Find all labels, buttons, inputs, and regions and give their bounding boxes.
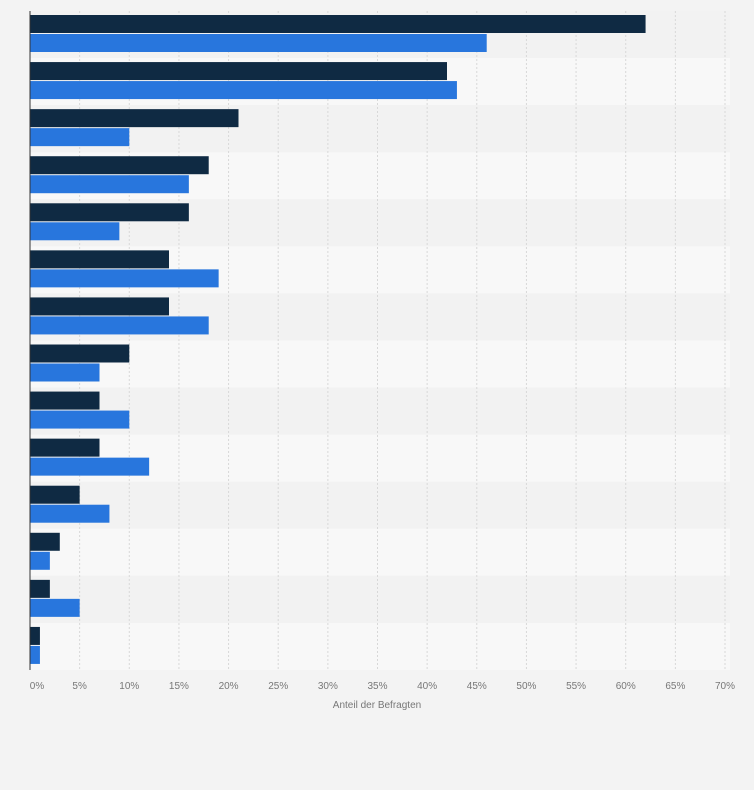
bar-series2-3[interactable] [30, 175, 189, 194]
x-tick-label: 60% [616, 681, 636, 692]
x-tick-label: 35% [367, 681, 387, 692]
row-band [30, 481, 730, 529]
bar-series1-4[interactable] [30, 203, 189, 222]
bar-series1-11[interactable] [30, 532, 60, 551]
bar-series2-6[interactable] [30, 316, 209, 335]
x-tick-label: 10% [119, 681, 139, 692]
bar-series1-9[interactable] [30, 438, 100, 457]
x-axis-label: Anteil der Befragten [333, 700, 421, 711]
bar-series1-5[interactable] [30, 250, 169, 269]
x-tick-label: 20% [219, 681, 239, 692]
bar-series1-2[interactable] [30, 109, 239, 128]
x-tick-label: 15% [169, 681, 189, 692]
bar-series1-10[interactable] [30, 485, 80, 504]
x-tick-label: 0% [30, 681, 45, 692]
bar-series1-13[interactable] [30, 626, 40, 645]
bar-series1-0[interactable] [30, 15, 646, 33]
bar-series2-9[interactable] [30, 457, 150, 476]
bar-series2-5[interactable] [30, 269, 219, 288]
row-band [30, 387, 730, 435]
row-band [30, 622, 730, 670]
bar-series2-13[interactable] [30, 645, 40, 664]
row-band [30, 340, 730, 388]
bar-series2-12[interactable] [30, 598, 80, 617]
x-tick-label: 50% [516, 681, 536, 692]
x-tick-label: 40% [417, 681, 437, 692]
bar-series2-1[interactable] [30, 81, 457, 100]
bar-series2-10[interactable] [30, 504, 110, 523]
bar-series1-6[interactable] [30, 297, 169, 316]
bar-series2-7[interactable] [30, 363, 100, 382]
x-tick-label: 25% [268, 681, 288, 692]
bar-series1-7[interactable] [30, 344, 130, 363]
row-band [30, 575, 730, 623]
x-tick-label: 55% [566, 681, 586, 692]
bar-series1-3[interactable] [30, 156, 209, 175]
x-tick-label: 45% [467, 681, 487, 692]
bar-series1-8[interactable] [30, 391, 100, 410]
bar-series2-4[interactable] [30, 222, 120, 241]
x-tick-label: 70% [715, 681, 735, 692]
bar-series1-12[interactable] [30, 579, 50, 598]
row-band [30, 528, 730, 576]
bar-series2-11[interactable] [30, 551, 50, 570]
bar-series1-1[interactable] [30, 62, 447, 81]
bar-series2-2[interactable] [30, 128, 130, 147]
bar-series2-0[interactable] [30, 34, 487, 52]
x-tick-label: 5% [72, 681, 87, 692]
x-tick-label: 30% [318, 681, 338, 692]
bar-series2-8[interactable] [30, 410, 130, 429]
x-tick-label: 65% [665, 681, 685, 692]
